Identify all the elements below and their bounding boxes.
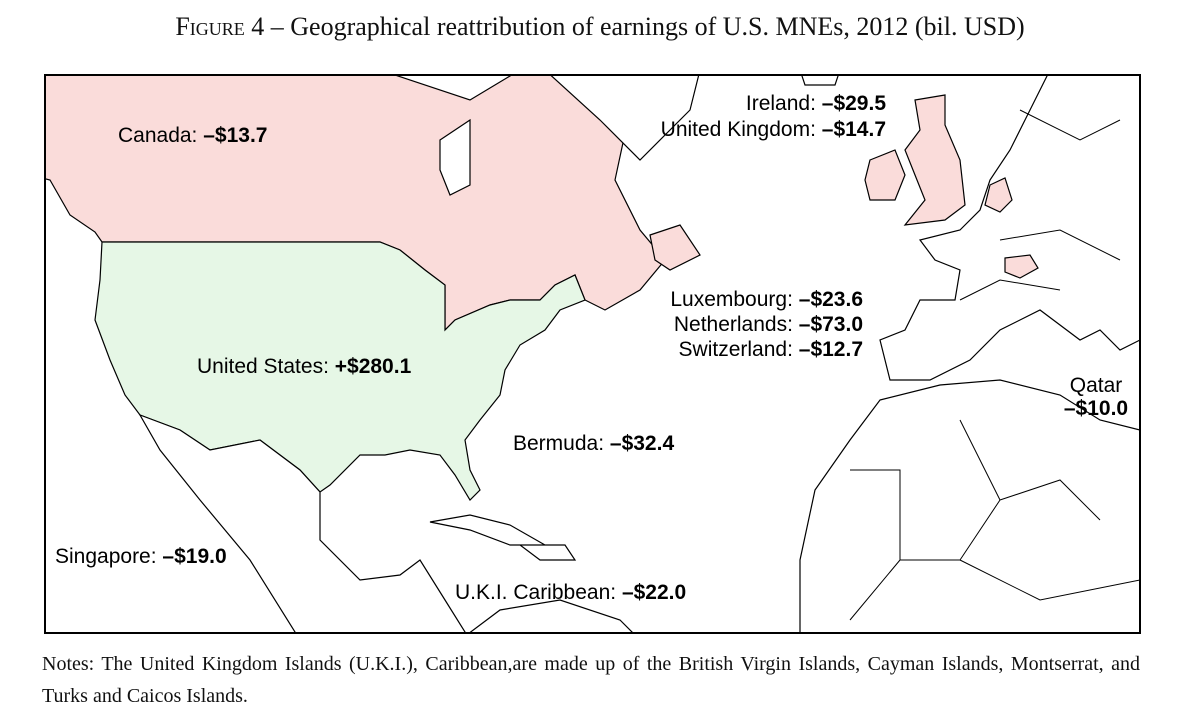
label-value: –$13.7 (203, 124, 267, 147)
label-name: Luxembourg: (670, 288, 793, 311)
labels: Canada: –$13.7 Ireland: –$29.5 United Ki… (55, 92, 1128, 604)
label: Ireland: –$29.5 (746, 92, 886, 115)
hudson-bay (393, 75, 513, 196)
label-value: –$32.4 (610, 432, 675, 455)
figure-caption: – Geographical reattribution of earnings… (270, 12, 1025, 41)
map-frame (44, 74, 1141, 634)
figure-label: Figure 4 (175, 12, 265, 41)
newfoundland (649, 224, 701, 271)
label-value: –$22.0 (622, 581, 686, 604)
map: Canada: –$13.7 Ireland: –$29.5 United Ki… (44, 74, 1141, 634)
south-america (468, 599, 634, 633)
label: Luxembourg: –$23.6 (670, 288, 863, 311)
label-value: –$29.5 (822, 92, 887, 115)
cuba (429, 514, 577, 561)
africa (799, 379, 1140, 633)
label: Switzerland: –$12.7 (679, 338, 863, 361)
europe (879, 75, 1140, 381)
label-name: U.K.I. Caribbean: (455, 581, 616, 604)
map-shapes (45, 75, 1140, 633)
label-value: –$12.7 (799, 338, 863, 361)
united-kingdom (903, 94, 966, 226)
label: United Kingdom: –$14.7 (661, 118, 886, 141)
label-name: Switzerland: (679, 338, 793, 361)
label: U.K.I. Caribbean: –$22.0 (455, 581, 686, 604)
label: Singapore: –$19.0 (55, 545, 227, 568)
label: United States: +$280.1 (197, 355, 412, 378)
label-value: –$19.0 (162, 545, 226, 568)
borders (849, 109, 1140, 621)
label-value: –$10.0 (1064, 397, 1128, 420)
ireland (864, 149, 906, 201)
greenland (549, 75, 700, 161)
label-name: Canada: (118, 124, 197, 147)
label-value: –$73.0 (799, 313, 863, 336)
label-name: Netherlands: (674, 313, 793, 336)
figure-title: Figure 4 – Geographical reattribution of… (0, 12, 1200, 42)
label: Bermuda: –$32.4 (513, 432, 674, 455)
label: Netherlands: –$73.0 (674, 313, 863, 336)
label: Canada: –$13.7 (118, 124, 267, 147)
label-name: Bermuda: (513, 432, 604, 455)
label-value: –$23.6 (799, 288, 863, 311)
label-name: Singapore: (55, 545, 157, 568)
iceland (801, 75, 839, 86)
netherlands (984, 177, 1013, 213)
label-name: United States: (197, 355, 329, 378)
switzerland (1004, 254, 1039, 279)
mexico (138, 413, 467, 633)
label-value: –$14.7 (822, 118, 886, 141)
notes: Notes: The United Kingdom Islands (U.K.I… (42, 653, 1140, 707)
label-name: Qatar (1070, 374, 1123, 397)
label-name: United Kingdom: (661, 118, 816, 141)
label-value: +$280.1 (335, 355, 412, 378)
label-name: Ireland: (746, 92, 816, 115)
